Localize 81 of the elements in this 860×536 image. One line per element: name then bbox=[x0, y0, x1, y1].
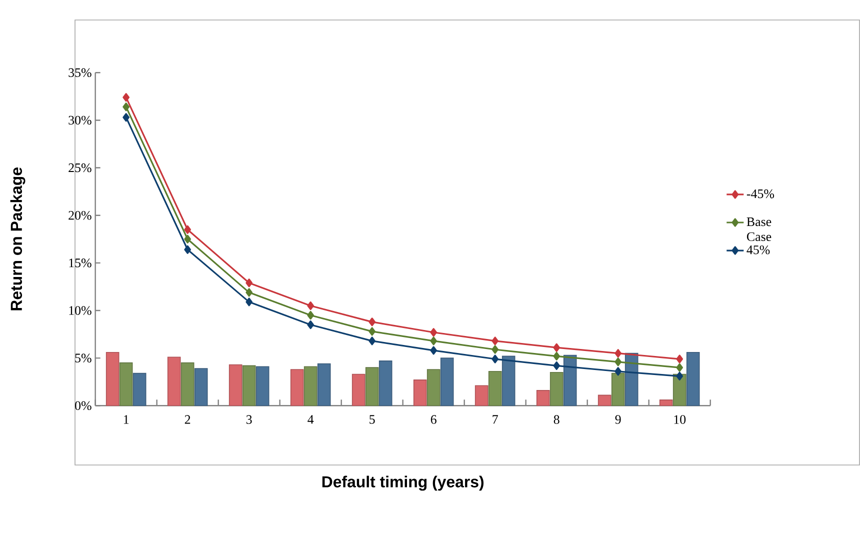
bar bbox=[194, 368, 208, 406]
point bbox=[430, 346, 438, 355]
bar bbox=[317, 363, 331, 406]
bar bbox=[132, 372, 146, 406]
bar bbox=[598, 394, 612, 406]
bar bbox=[180, 362, 194, 406]
point bbox=[246, 298, 253, 306]
point bbox=[492, 336, 499, 346]
x-axis-title: Default timing (years) bbox=[322, 476, 484, 491]
point bbox=[184, 245, 192, 254]
bar bbox=[256, 366, 270, 406]
bar bbox=[550, 372, 564, 406]
x-tick-label: 7 bbox=[492, 415, 498, 424]
bar bbox=[304, 366, 318, 406]
x-tick-label: 2 bbox=[184, 415, 190, 424]
bar bbox=[659, 400, 673, 406]
bar bbox=[365, 367, 379, 406]
point bbox=[246, 278, 253, 288]
point bbox=[368, 318, 376, 326]
bar bbox=[536, 390, 550, 406]
y-tick-label: 20% bbox=[68, 210, 92, 220]
x-tick-label: 3 bbox=[246, 415, 252, 424]
point bbox=[307, 310, 314, 320]
bar bbox=[119, 362, 133, 406]
point bbox=[676, 372, 684, 380]
y-tick-label: 15% bbox=[69, 258, 92, 268]
point bbox=[614, 349, 622, 358]
point bbox=[368, 327, 376, 336]
point bbox=[307, 301, 314, 310]
x-tick-label: 9 bbox=[615, 415, 621, 424]
x-tick-label: 6 bbox=[430, 415, 436, 424]
bar bbox=[686, 352, 700, 406]
bar bbox=[611, 372, 625, 406]
y-axis-title: Return on Package bbox=[10, 168, 26, 310]
y-tick-label: 5% bbox=[75, 354, 92, 362]
point bbox=[553, 361, 560, 370]
point bbox=[676, 363, 684, 372]
bar bbox=[474, 385, 488, 406]
point bbox=[492, 345, 499, 354]
y-tick-label: 10% bbox=[69, 306, 92, 315]
bar bbox=[563, 354, 577, 406]
x-tick-label: 10 bbox=[674, 415, 686, 424]
bar bbox=[242, 365, 256, 406]
point bbox=[553, 343, 560, 352]
point bbox=[307, 320, 314, 330]
bar bbox=[290, 369, 304, 406]
y-tick-label: 30% bbox=[68, 116, 92, 125]
legend-label: -45% bbox=[746, 189, 774, 198]
point bbox=[184, 234, 192, 244]
point bbox=[122, 102, 130, 112]
bar bbox=[413, 380, 427, 406]
bar bbox=[502, 356, 516, 406]
y-tick-label: 0% bbox=[75, 401, 92, 410]
point bbox=[430, 328, 438, 337]
bar bbox=[426, 369, 440, 406]
point bbox=[122, 93, 130, 102]
point bbox=[492, 354, 499, 364]
x-tick-label: 5 bbox=[370, 415, 375, 424]
point bbox=[614, 367, 622, 376]
point bbox=[368, 336, 376, 346]
bar bbox=[488, 370, 502, 406]
point bbox=[184, 225, 192, 234]
point bbox=[246, 288, 253, 297]
bar bbox=[106, 352, 120, 406]
point bbox=[676, 354, 684, 364]
legend-label: Base Case bbox=[746, 218, 772, 242]
y-tick-label: 25% bbox=[68, 163, 92, 172]
x-tick-label: 1 bbox=[124, 415, 129, 424]
point bbox=[430, 336, 438, 346]
bar bbox=[352, 374, 366, 406]
y-tick-label: 35% bbox=[68, 68, 92, 78]
point bbox=[614, 358, 622, 366]
x-tick-label: 4 bbox=[308, 415, 314, 424]
bar bbox=[440, 358, 454, 406]
bar bbox=[167, 356, 181, 406]
point bbox=[553, 352, 560, 360]
point bbox=[122, 113, 130, 122]
bar bbox=[228, 364, 242, 406]
x-tick-label: 8 bbox=[554, 415, 560, 424]
bar bbox=[378, 360, 392, 406]
legend-label: 45% bbox=[746, 245, 770, 254]
